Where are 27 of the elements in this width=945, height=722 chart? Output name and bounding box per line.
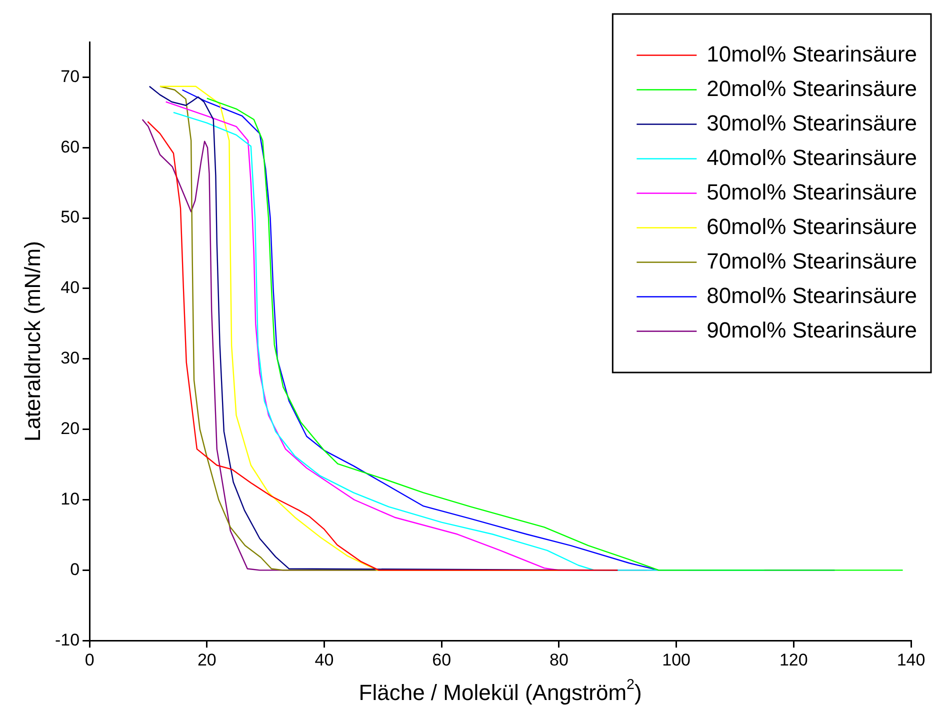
y-tick-label: 40 — [60, 278, 80, 298]
x-tick-label: 40 — [314, 650, 334, 670]
y-tick-label: 20 — [60, 419, 80, 438]
x-tick-label: 0 — [84, 650, 94, 670]
legend-label: 10mol% Stearinsäure — [706, 41, 918, 66]
y-axis-title: Lateraldruck (mN/m) — [20, 241, 46, 442]
legend-label: 50mol% Stearinsäure — [706, 179, 918, 204]
legend-label: 40mol% Stearinsäure — [706, 144, 918, 170]
x-tick-label: 80 — [550, 650, 568, 670]
legend-label: 90mol% Stearinsäure — [706, 317, 918, 342]
y-tick-label: 30 — [60, 348, 80, 368]
y-tick-label: 60 — [60, 137, 80, 156]
legend-label: 20mol% Stearinsäure — [706, 76, 918, 101]
legend-label: 70mol% Stearinsäure — [706, 248, 918, 274]
x-tick-label: 100 — [662, 650, 690, 670]
y-tick-label: 10 — [60, 489, 80, 508]
legend-label: 80mol% Stearinsäure — [706, 282, 918, 308]
y-tick-label: 50 — [60, 208, 80, 227]
x-tick-label: 120 — [779, 650, 808, 670]
legend-label: 30mol% Stearinsäure — [706, 110, 918, 136]
x-tick-label: 20 — [197, 650, 216, 670]
y-tick-label: 0 — [70, 560, 80, 579]
x-tick-label: 60 — [432, 650, 452, 670]
y-tick-label: 70 — [60, 66, 80, 86]
x-tick-label: 140 — [896, 650, 926, 670]
legend-label: 60mol% Stearinsäure — [706, 214, 918, 239]
y-tick-label: -10 — [54, 630, 80, 650]
